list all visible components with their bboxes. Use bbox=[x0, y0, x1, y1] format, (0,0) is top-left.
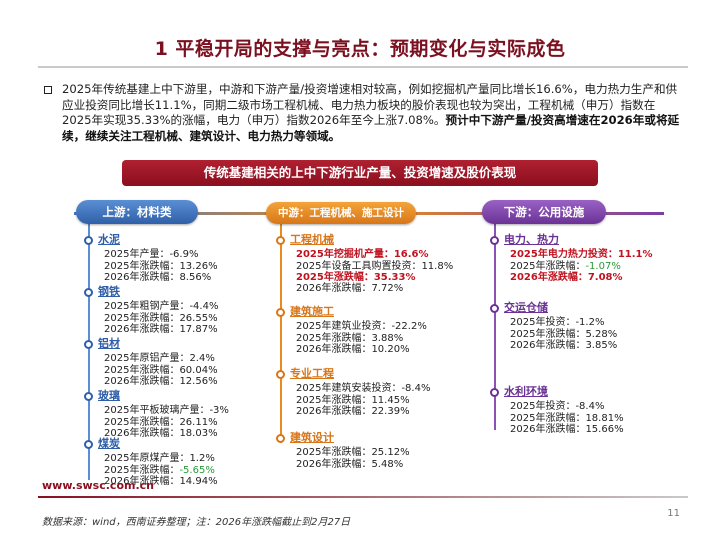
section-engineering: 专业工程 2025年建筑安装投资：-8.4% 2025年涨跌幅：11.45% 2… bbox=[276, 368, 430, 417]
highlight-stat-line: 2026年涨跌幅：7.08% bbox=[510, 271, 623, 283]
circle-marker-icon bbox=[276, 308, 285, 317]
stat-line: 2025年涨跌幅：25.12% bbox=[296, 447, 410, 459]
section-heading: 电力、热力 bbox=[490, 234, 653, 245]
stat-line: 2025年原铝产量：2.4% bbox=[104, 353, 215, 365]
circle-marker-icon bbox=[490, 304, 499, 313]
bullet-body: 2025年传统基建上中下游里，中游和下游产量/投资增速相对较高，例如挖掘机产量同… bbox=[62, 82, 678, 127]
stat-line: 2026年涨跌幅：14.94% bbox=[104, 475, 218, 487]
circle-marker-icon bbox=[490, 388, 499, 397]
stat-line: 2026年涨跌幅：5.48% bbox=[296, 458, 404, 470]
circle-marker-icon bbox=[276, 370, 285, 379]
stat-line: 2026年涨跌幅：15.66% bbox=[510, 423, 624, 435]
stat-line: 2026年涨跌幅：12.56% bbox=[104, 375, 218, 387]
section-glass: 玻璃 2025年平板玻璃产量：-3% 2025年涨跌幅：26.11% 2026年… bbox=[84, 390, 229, 439]
circle-marker-icon bbox=[276, 236, 285, 245]
section-heading: 建筑施工 bbox=[276, 306, 427, 317]
negative-value: -1.07% bbox=[585, 260, 621, 272]
stat-line: 2025年原煤产量：1.2% bbox=[104, 453, 215, 465]
negative-value: -5.65% bbox=[179, 464, 215, 476]
section-cement: 水泥 2025年产量：-6.9% 2025年涨跌幅：13.26% 2026年涨跌… bbox=[84, 234, 218, 283]
section-heading: 铝材 bbox=[84, 338, 218, 349]
circle-marker-icon bbox=[490, 236, 499, 245]
section-water: 水利环境 2025年投资：-8.4% 2025年涨跌幅：18.81% 2026年… bbox=[490, 386, 624, 435]
highlight-stat-line: 2025年涨跌幅：35.33% bbox=[296, 271, 416, 283]
section-design: 建筑设计 2025年涨跌幅：25.12% 2026年涨跌幅：5.48% bbox=[276, 432, 410, 470]
stat-line: 2025年涨跌幅：60.04% bbox=[104, 364, 218, 376]
square-bullet-icon bbox=[44, 86, 52, 94]
stat-line: 2026年涨跌幅：22.39% bbox=[296, 405, 410, 417]
stat-line: 2026年涨跌幅：10.20% bbox=[296, 343, 410, 355]
stat-line: 2025年粗钢产量：-4.4% bbox=[104, 301, 219, 313]
section-transport: 交运仓储 2025年投资：-1.2% 2025年涨跌幅：5.28% 2026年涨… bbox=[490, 302, 617, 351]
stat-line: 2026年涨跌幅：8.56% bbox=[104, 271, 212, 283]
section-heading: 建筑设计 bbox=[276, 432, 410, 443]
stat-line: 2025年涨跌幅：18.81% bbox=[510, 412, 624, 424]
circle-marker-icon bbox=[84, 340, 93, 349]
section-heading: 交运仓储 bbox=[490, 302, 617, 313]
data-source-note: 数据来源：wind，西南证券整理；注：2026年涨跌幅截止到2月27日 bbox=[42, 517, 351, 528]
circle-marker-icon bbox=[84, 440, 93, 449]
circle-marker-icon bbox=[84, 288, 93, 297]
stat-line: 2025年投资：-1.2% bbox=[510, 317, 605, 329]
section-aluminum: 铝材 2025年原铝产量：2.4% 2025年涨跌幅：60.04% 2026年涨… bbox=[84, 338, 218, 387]
stat-line: 2025年平板玻璃产量：-3% bbox=[104, 405, 229, 417]
page-title: 1 平稳开局的支撑与亮点：预期变化与实际成色 bbox=[154, 38, 566, 60]
stat-line: 2025年投资：-8.4% bbox=[510, 401, 605, 413]
midstream-stage-pill: 中游：工程机械、施工设计 bbox=[266, 202, 416, 224]
section-heading: 水利环境 bbox=[490, 386, 624, 397]
stat-line: 2025年涨跌幅：26.55% bbox=[104, 312, 218, 324]
stat-line: 2025年涨跌幅：5.28% bbox=[510, 328, 618, 340]
title-divider bbox=[38, 66, 688, 68]
stat-line: 2025年设备工具购置投资：11.8% bbox=[296, 260, 454, 272]
bullet-emphasis: 预计中下游产量/投资高增速在2026年或将延续，继续关注工程机械、建筑设计、电力… bbox=[62, 113, 680, 143]
stat-line: 2025年涨跌幅：13.26% bbox=[104, 260, 218, 272]
circle-marker-icon bbox=[84, 392, 93, 401]
section-heading: 水泥 bbox=[84, 234, 218, 245]
section-coal: 煤炭 2025年原煤产量：1.2% 2025年涨跌幅：-5.65% 2026年涨… bbox=[84, 438, 218, 487]
stat-line: 2025年涨跌幅：26.11% bbox=[104, 416, 218, 428]
circle-marker-icon bbox=[84, 236, 93, 245]
section-machinery: 工程机械 2025年挖掘机产量：16.6% 2025年设备工具购置投资：11.8… bbox=[276, 234, 453, 294]
downstream-connector bbox=[494, 218, 496, 430]
stat-line: 2026年涨跌幅：18.03% bbox=[104, 427, 218, 439]
section-construction: 建筑施工 2025年建筑业投资：-22.2% 2025年涨跌幅：3.88% 20… bbox=[276, 306, 427, 355]
summary-bullet: 2025年传统基建上中下游里，中游和下游产量/投资增速相对较高，例如挖掘机产量同… bbox=[44, 82, 684, 144]
stat-line: 2025年涨跌幅：3.88% bbox=[296, 332, 404, 344]
upstream-connector bbox=[88, 218, 90, 480]
downstream-stage-pill: 下游：公用设施 bbox=[482, 200, 606, 224]
page-number: 11 bbox=[667, 508, 680, 519]
upstream-stage-pill: 上游：材料类 bbox=[76, 200, 198, 224]
footer-url[interactable]: www.swsc.com.cn bbox=[42, 479, 154, 492]
highlight-stat-line: 2025年电力热力投资：11.1% bbox=[510, 249, 653, 261]
stat-line: 2025年产量：-6.9% bbox=[104, 249, 199, 261]
circle-marker-icon bbox=[276, 434, 285, 443]
stat-line: 2026年涨跌幅：17.87% bbox=[104, 323, 218, 335]
stat-line: 2025年建筑安装投资：-8.4% bbox=[296, 383, 431, 395]
stat-line: 2025年建筑业投资：-22.2% bbox=[296, 321, 427, 333]
section-heading: 钢铁 bbox=[84, 286, 218, 297]
section-steel: 钢铁 2025年粗钢产量：-4.4% 2025年涨跌幅：26.55% 2026年… bbox=[84, 286, 218, 335]
diagram-banner: 传统基建相关的上中下游行业产量、投资增速及股价表现 bbox=[122, 160, 598, 186]
stat-line: 2026年涨跌幅：7.72% bbox=[296, 283, 404, 295]
stat-line: 2025年涨跌幅：11.45% bbox=[296, 394, 410, 406]
footer-divider bbox=[38, 496, 688, 498]
midstream-connector bbox=[280, 218, 282, 443]
section-heading: 工程机械 bbox=[276, 234, 453, 245]
highlight-stat-line: 2025年挖掘机产量：16.6% bbox=[296, 249, 429, 261]
stat-line: 2025年涨跌幅：-5.65% bbox=[104, 464, 215, 476]
stat-line: 2025年涨跌幅：-1.07% bbox=[510, 260, 621, 272]
section-heading: 玻璃 bbox=[84, 390, 229, 401]
bullet-text: 2025年传统基建上中下游里，中游和下游产量/投资增速相对较高，例如挖掘机产量同… bbox=[62, 82, 684, 144]
section-power: 电力、热力 2025年电力热力投资：11.1% 2025年涨跌幅：-1.07% … bbox=[490, 234, 653, 283]
section-heading: 专业工程 bbox=[276, 368, 430, 379]
section-heading: 煤炭 bbox=[84, 438, 218, 449]
stat-line: 2026年涨跌幅：3.85% bbox=[510, 339, 618, 351]
